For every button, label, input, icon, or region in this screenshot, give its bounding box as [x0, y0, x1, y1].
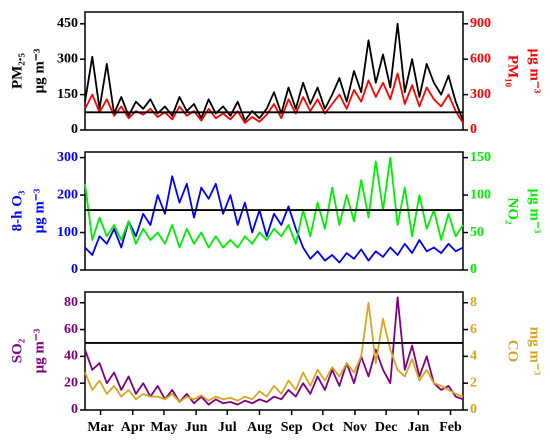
- x-tick-label: May: [150, 420, 177, 435]
- y-tick-label: 0: [71, 262, 78, 277]
- x-tick-label: Jul: [218, 420, 237, 435]
- x-tick-label: Apr: [121, 420, 145, 435]
- y2-axis-label: CO: [505, 340, 521, 363]
- series-line: [84, 22, 464, 122]
- y2-tick-label: 100: [470, 187, 491, 202]
- y-axis-label: 8-h O₃: [9, 190, 25, 231]
- y-tick-label: 0: [71, 402, 78, 417]
- y2-axis-label: μg m⁻³: [527, 49, 543, 94]
- y-tick-label: 60: [64, 322, 78, 337]
- y-tick-label: 100: [57, 225, 78, 240]
- y-tick-label: 20: [64, 375, 78, 390]
- y-tick-label: 40: [64, 349, 78, 364]
- y2-tick-label: 6: [470, 322, 477, 337]
- y-tick-label: 200: [57, 187, 78, 202]
- y2-tick-label: 50: [470, 225, 484, 240]
- plot-frame: [84, 291, 464, 411]
- y2-tick-label: 300: [470, 87, 491, 102]
- y2-tick-label: 600: [470, 51, 491, 66]
- y-axis-label: PM₂.₅: [9, 52, 25, 89]
- y2-tick-label: 0: [470, 262, 477, 277]
- x-tick-label: Oct: [312, 420, 334, 435]
- x-tick-label: Jan: [407, 420, 429, 435]
- x-tick-label: Nov: [343, 420, 367, 435]
- series-line: [84, 296, 464, 406]
- y-tick-label: 80: [64, 295, 78, 310]
- series-line: [84, 156, 464, 249]
- y2-axis-label: mg m⁻³: [527, 327, 543, 376]
- y2-tick-label: 8: [470, 295, 477, 310]
- y2-tick-label: 0: [470, 402, 477, 417]
- y2-tick-label: 0: [470, 122, 477, 137]
- y2-tick-label: 150: [470, 150, 491, 165]
- plot-frame: [84, 11, 464, 131]
- y-axis-label: μg m⁻³: [31, 328, 47, 373]
- y-axis-label: μg m⁻³: [31, 188, 47, 233]
- y-tick-label: 150: [57, 87, 78, 102]
- x-tick-label: Dec: [375, 420, 398, 435]
- x-tick-label: Feb: [439, 420, 462, 435]
- plot-frame: [84, 151, 464, 271]
- y2-tick-label: 4: [470, 349, 477, 364]
- series-line: [84, 72, 464, 124]
- series-line: [84, 175, 464, 264]
- y-tick-label: 300: [57, 51, 78, 66]
- y2-tick-label: 2: [470, 375, 477, 390]
- y-tick-label: 450: [57, 16, 78, 31]
- y2-tick-label: 900: [470, 16, 491, 31]
- x-tick-label: Jun: [185, 420, 208, 435]
- y2-axis-label: PM₁₀: [505, 55, 521, 88]
- series-line: [84, 301, 464, 403]
- x-tick-label: Mar: [87, 420, 113, 435]
- x-tick-label: Sep: [281, 420, 303, 435]
- y2-axis-label: μg m⁻³: [527, 189, 543, 234]
- y-tick-label: 300: [57, 150, 78, 165]
- y2-axis-label: NO₂: [505, 198, 521, 226]
- y-axis-label: SO₂: [9, 338, 25, 363]
- y-tick-label: 0: [71, 122, 78, 137]
- x-tick-label: Aug: [247, 420, 272, 435]
- y-axis-label: μg m⁻³: [31, 48, 47, 93]
